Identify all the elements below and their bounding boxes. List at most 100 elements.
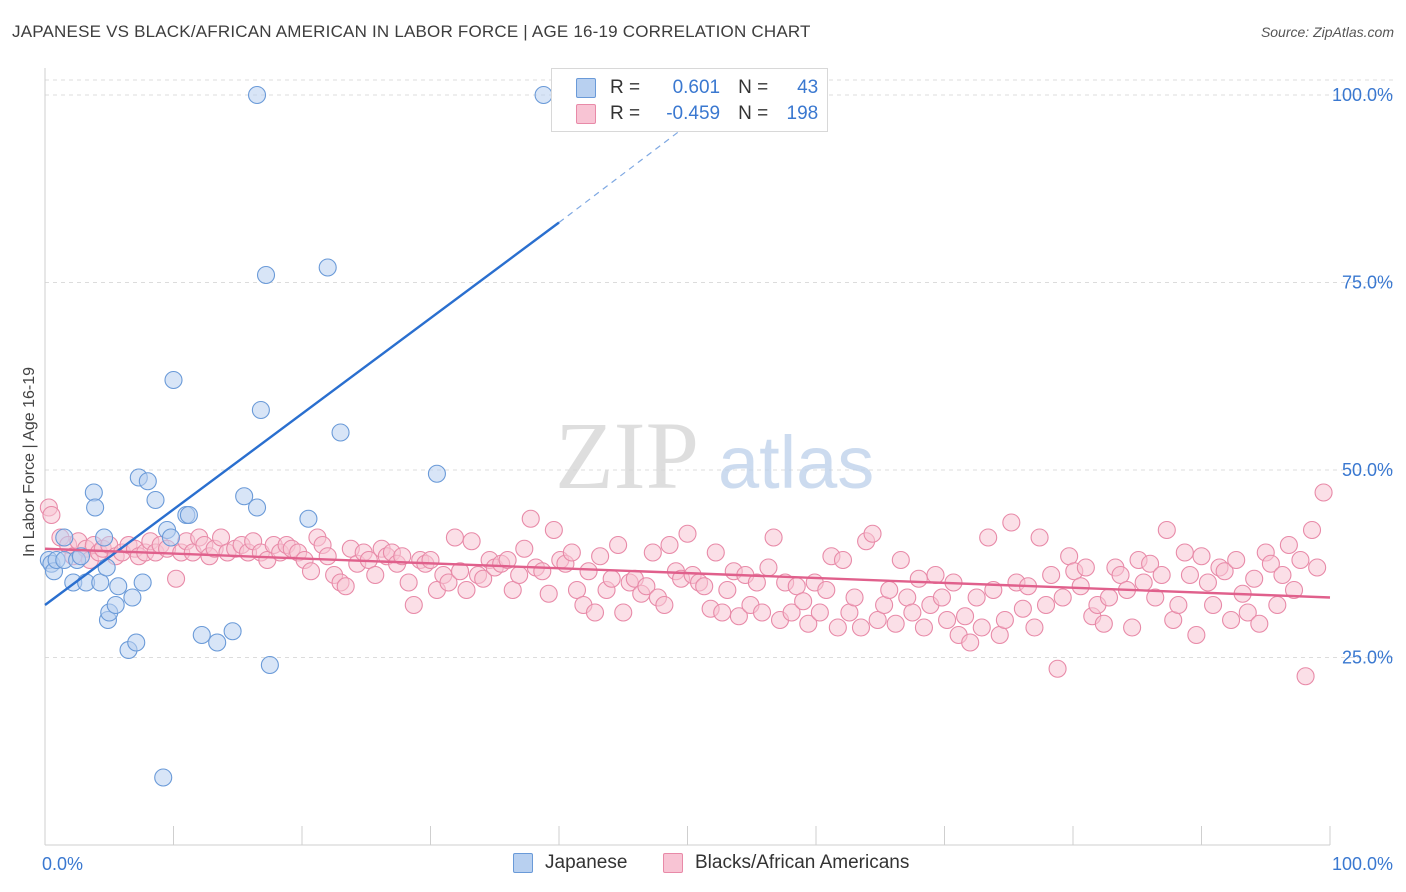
japanese-point [331,423,350,442]
black-point [979,528,998,547]
black-point [1134,573,1153,592]
black-point [706,543,725,562]
black-point [1053,588,1072,607]
black-point [1099,588,1119,607]
japanese-point [256,265,276,285]
japanese-trend-extension [558,124,688,223]
axis-labels: 25.0% 50.0% 75.0% 100.0% 0.0% 100.0% In Labor … [21,85,1393,874]
y-tick-label: 100.0% [1332,85,1393,105]
watermark-zip: ZIP [555,402,699,509]
japanese-point [534,85,553,105]
black-point [1013,599,1032,618]
japanese-point [133,573,152,592]
japanese-point [55,528,74,547]
black-point [1002,513,1021,532]
black-point [445,528,464,547]
black-point [932,588,951,607]
black-point [515,539,534,558]
black-point [718,580,737,600]
japanese-point [86,498,105,517]
black-point [503,580,522,600]
black-point [1296,667,1315,686]
japanese-point [164,370,183,390]
japanese-point [71,547,91,566]
black-point [926,565,945,585]
black-point [539,584,558,603]
black-point [799,614,818,633]
black-point [810,603,829,622]
black-point [1175,543,1194,562]
black-point [851,618,871,637]
black-trend-line [44,547,1331,599]
black-point [828,618,847,637]
black-point [840,603,859,622]
black-point [643,543,662,562]
japanese-point [154,768,173,787]
black-point [903,603,922,622]
r-label: R = [610,77,641,98]
black-point [1030,528,1049,547]
black-point [1123,618,1142,637]
black-point [1284,580,1304,600]
n-label: N = [738,103,769,124]
black-point [782,603,801,622]
n-value: 198 [786,103,819,124]
black-point [474,569,493,588]
black-point [1111,565,1130,585]
legend-item-japanese: Japanese [513,852,627,874]
japanese-point [192,625,211,645]
black-point [886,614,905,633]
black-point [787,577,806,596]
japanese-point [109,577,128,596]
black-point [1152,565,1171,585]
black-point [678,524,697,543]
black-point [533,562,552,581]
black-point [1261,554,1280,573]
black-point [462,532,481,551]
black-point [498,550,517,570]
black-point [1279,535,1298,555]
black-point [747,573,766,592]
black-point [1146,588,1165,607]
japanese-point [95,528,114,547]
black-point [393,547,412,566]
black-point [967,588,986,607]
black-point [875,595,894,615]
black-point [1180,565,1199,585]
black-point [1268,595,1287,615]
black-point [301,562,321,581]
black-point [1094,614,1113,633]
japanese-point [161,528,180,547]
black-point [609,535,628,555]
black-point [1060,547,1079,566]
black-point [752,603,772,622]
watermark: ZIP atlas [555,402,874,509]
japanese-point [247,85,267,105]
r-label: R = [610,103,641,124]
black-point [961,633,980,652]
n-value: 43 [797,77,819,98]
black-point [1245,569,1264,588]
black-point [909,569,928,588]
black-point [868,610,887,630]
black-point [42,505,61,525]
japanese-swatch [576,78,596,98]
stats-row-black: R = -0.459 N = 198 [552,101,818,127]
black-point [1192,547,1211,566]
black-point [585,603,605,622]
black-point [591,547,610,566]
black-point [655,595,674,615]
black-point [1204,595,1223,615]
black-point [567,580,587,600]
black-point [1042,565,1061,585]
black-point [1215,562,1234,581]
japanese-swatch [513,853,533,873]
japanese-point [223,622,242,641]
black-point [990,625,1009,645]
black-point [421,550,440,570]
axes [44,68,1331,846]
black-point [451,562,470,581]
x-tick-label-max: 100.0% [1332,854,1393,874]
stats-legend: R = 0.601 N = 43 R = -0.459 N = 198 [551,68,828,132]
